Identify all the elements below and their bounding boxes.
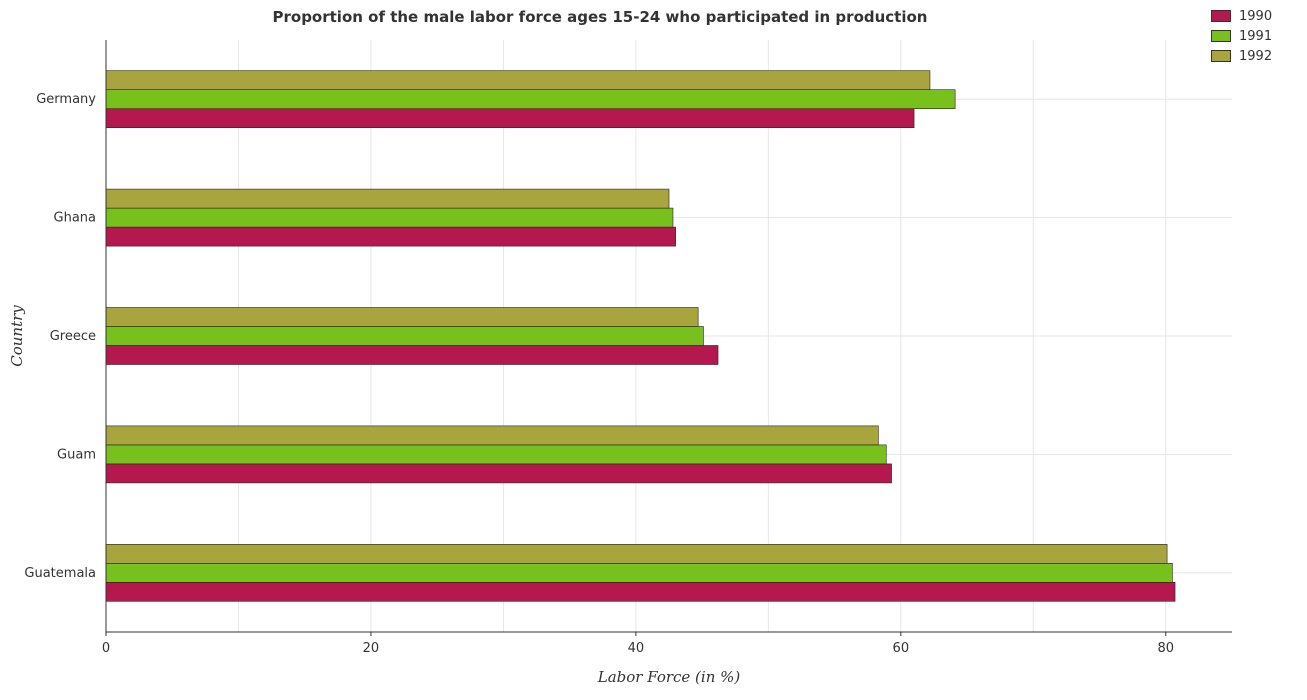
bar-ghana-1990	[105, 226, 676, 247]
x-tick-label: 0	[102, 641, 110, 656]
x-tick-label: 40	[628, 641, 645, 656]
legend-item-1992: 1992	[1211, 46, 1272, 66]
bar-greece-1990	[105, 345, 719, 365]
chart-title: Proportion of the male labor force ages …	[272, 8, 928, 26]
bar-ghana-1991	[105, 207, 674, 228]
y-tick-label: Guam	[57, 447, 96, 462]
x-tick-label: 20	[363, 641, 380, 656]
legend-label-1992: 1992	[1239, 48, 1273, 64]
y-axis-title: Country	[8, 305, 26, 367]
legend-label-1990: 1990	[1239, 8, 1273, 24]
bar-germany-1991	[105, 89, 956, 109]
bar-germany-1990	[105, 108, 915, 128]
x-tick-label: 60	[893, 641, 910, 656]
legend-item-1990: 1990	[1211, 6, 1272, 26]
bar-greece-1992	[105, 307, 699, 327]
legend-label-1991: 1991	[1239, 28, 1273, 44]
legend-swatch-1992	[1211, 50, 1231, 62]
x-axis-title: Labor Force (in %)	[597, 668, 741, 686]
y-tick-label: Greece	[50, 329, 96, 344]
bar-guam-1990	[105, 463, 892, 484]
y-tick-label: Germany	[36, 92, 96, 107]
bar-guam-1991	[105, 444, 887, 465]
y-tick-label: Ghana	[54, 211, 97, 226]
legend-item-1991: 1991	[1211, 26, 1272, 46]
bar-guatemala-1992	[105, 543, 1168, 564]
bar-germany-1992	[105, 70, 931, 90]
legend: 1990 1991 1992	[1211, 6, 1272, 66]
legend-swatch-1991	[1211, 30, 1231, 42]
x-tick-label: 80	[1157, 641, 1174, 656]
bar-guam-1992	[105, 425, 879, 446]
bar-ghana-1992	[105, 188, 670, 209]
bar-guatemala-1990	[105, 581, 1176, 602]
bar-guatemala-1991	[105, 562, 1173, 583]
bar-greece-1991	[105, 326, 704, 346]
y-tick-label: Guatemala	[24, 566, 96, 581]
legend-swatch-1990	[1211, 10, 1231, 22]
